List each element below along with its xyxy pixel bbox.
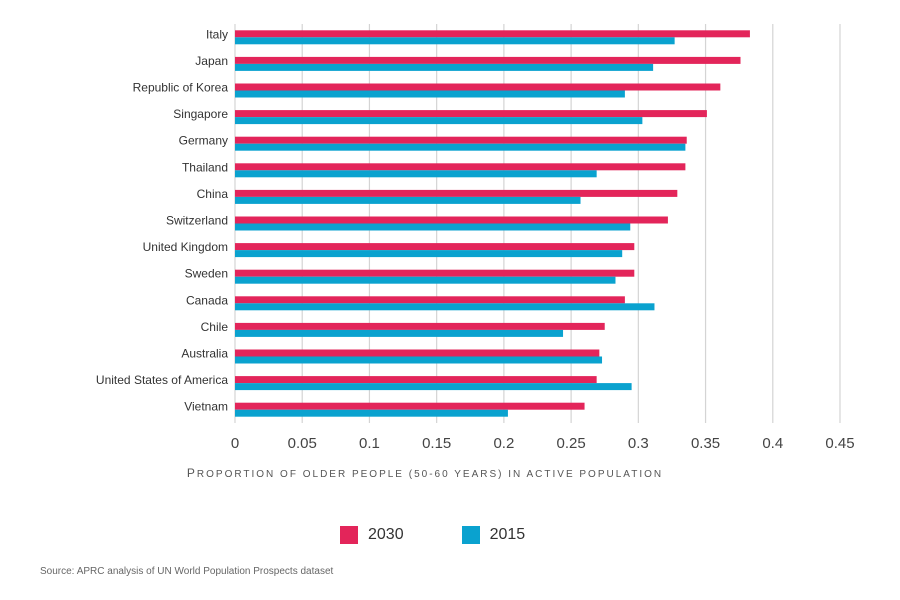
bar-2030-7 [235, 216, 668, 224]
bar-2015-5 [235, 170, 597, 178]
category-label: Switzerland [166, 214, 228, 228]
bar-2030-13 [235, 376, 597, 384]
x-tick-label: 0.4 [762, 435, 783, 452]
category-label: Australia [181, 347, 228, 361]
category-label: Germany [179, 134, 228, 148]
legend-item-2015: 2015 [461, 526, 526, 544]
x-tick-label: 0.35 [691, 435, 720, 452]
bar-2030-9 [235, 269, 635, 277]
bar-2030-1 [235, 56, 741, 64]
bar-2030-0 [235, 30, 750, 38]
category-label: Japan [195, 54, 228, 68]
x-tick-label: 0.45 [825, 435, 854, 452]
bar-2015-4 [235, 143, 686, 151]
bar-2015-1 [235, 63, 654, 71]
legend-swatch-2015 [461, 526, 480, 544]
bar-2030-3 [235, 110, 707, 118]
bar-2030-5 [235, 163, 686, 171]
bar-2015-2 [235, 90, 625, 98]
bar-2015-13 [235, 383, 632, 391]
bar-2015-14 [235, 409, 508, 417]
category-label: Thailand [182, 160, 228, 174]
category-label: Sweden [185, 267, 228, 281]
category-label: China [197, 187, 229, 201]
x-tick-label: 0 [231, 435, 239, 452]
category-label: United Kingdom [143, 240, 228, 254]
x-tick-label: 0.05 [288, 435, 317, 452]
category-label: Italy [206, 27, 228, 41]
bar-2030-8 [235, 243, 635, 251]
bars [235, 30, 750, 417]
legend-item-2030: 2030 [340, 526, 404, 544]
x-tick-label: 0.25 [557, 435, 586, 452]
bar-2030-4 [235, 136, 687, 144]
bar-2030-6 [235, 189, 678, 197]
bar-2015-10 [235, 303, 655, 311]
bar-2030-2 [235, 83, 721, 91]
x-axis-title: PROPORTION OF OLDER PEOPLE (50-60 YEARS)… [187, 466, 663, 480]
category-label: United States of America [96, 373, 228, 387]
bar-2030-11 [235, 322, 605, 330]
x-tick-label: 0.15 [422, 435, 451, 452]
x-tick-label: 0.2 [493, 435, 514, 452]
category-labels: Italy Japan Republic of Korea Singapore Germ… [96, 27, 228, 413]
legend-label-2030: 2030 [368, 526, 404, 543]
bar-2030-10 [235, 296, 625, 304]
bar-2015-12 [235, 356, 603, 364]
category-label: Canada [186, 293, 228, 307]
x-tick-label: 0.1 [359, 435, 380, 452]
category-label: Vietnam [184, 400, 228, 414]
bar-2015-9 [235, 276, 616, 284]
bar-2015-11 [235, 329, 564, 337]
bar-2015-3 [235, 117, 643, 125]
bar-2015-6 [235, 196, 581, 204]
legend-label-2015: 2015 [489, 526, 526, 543]
bar-2030-14 [235, 402, 585, 410]
category-label: Republic of Korea [133, 81, 229, 95]
bar-2015-8 [235, 250, 623, 258]
bar-2015-7 [235, 223, 631, 231]
legend: 2030 2015 [340, 526, 525, 544]
category-label: Chile [201, 320, 229, 334]
x-tick-label: 0.3 [628, 435, 649, 452]
legend-swatch-2030 [340, 526, 358, 544]
bar-2015-0 [235, 37, 675, 45]
source-note: Source: APRC analysis of UN World Popula… [40, 566, 334, 577]
category-label: Singapore [173, 107, 228, 121]
bar-2030-12 [235, 349, 600, 357]
x-tick-labels: 0 0.05 0.1 0.15 0.2 0.25 0.3 0.35 0.4 0.45 [231, 435, 855, 452]
